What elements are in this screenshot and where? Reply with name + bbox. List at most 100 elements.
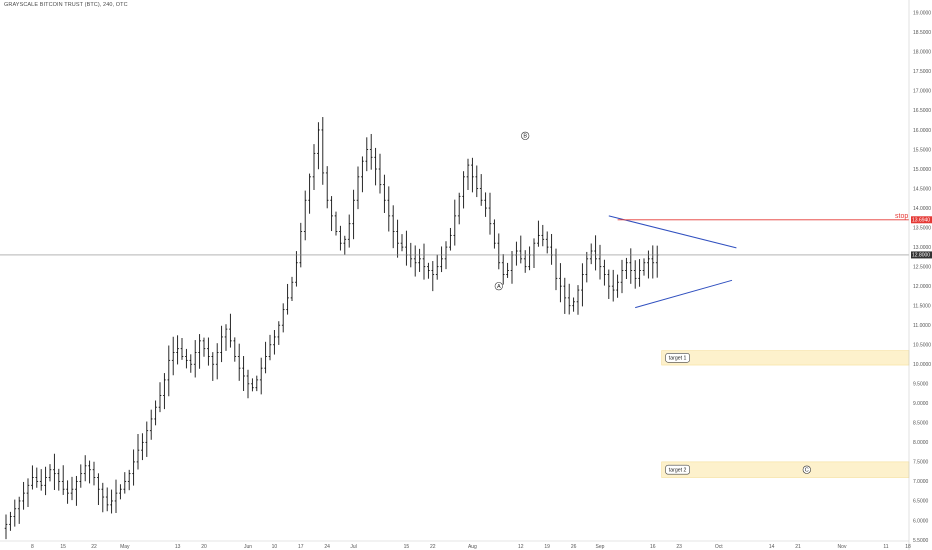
ohlc-bar [334,211,338,236]
ohlc-bar [589,243,593,265]
ohlc-bar [537,220,540,247]
y-tick-label: 6.5000 [913,499,929,505]
y-tick-label: 8.5000 [913,421,929,427]
ohlc-bar [167,345,171,397]
ohlc-bar [440,246,443,273]
ohlc-bar [642,258,646,276]
ohlc-bar [339,225,342,251]
ohlc-bar [519,235,523,264]
ohlc-bar [189,354,193,373]
ohlc-bar [638,259,641,287]
ohlc-bar [405,230,408,266]
stop-badge-bg [911,216,932,224]
ohlc-bar [317,122,320,170]
last-price-badge: 12.8000 [911,251,932,259]
ohlc-bar [457,192,461,225]
x-tick-label: 17 [298,544,304,550]
ohlc-bar [277,321,281,345]
x-tick-label: Nov [838,544,847,550]
y-tick-label: 14.5000 [913,186,931,192]
triangle-upper-line [608,215,737,249]
ohlc-bar [629,248,633,284]
ohlc-bar [17,496,21,524]
wave-marker [521,131,530,140]
ohlc-bar [501,254,505,285]
ohlc-bar [4,514,8,540]
target-zone [661,461,910,478]
ohlc-bar [44,466,47,496]
ohlc-bar [567,283,571,315]
ohlc-bar [633,260,637,289]
ohlc-bar [211,352,215,381]
ohlc-bar [123,472,127,494]
wave-marker [802,465,811,474]
ohlc-bar [361,156,364,193]
chart-title: GRAYSCALE BITCOIN TRUST (BTC), 240, OTC [4,2,128,8]
ohlc-bar [449,227,452,251]
x-tick-label: 15 [404,544,410,550]
ohlc-bar [268,334,272,361]
y-tick-label: 16.5000 [913,108,931,114]
ohlc-bar [431,261,435,292]
ohlc-bar [264,341,267,374]
ohlc-bar [515,241,518,266]
ohlc-bar [57,468,61,491]
ohlc-bar [598,244,602,280]
ohlc-bar [607,269,611,299]
ohlc-bar [281,303,285,333]
ohlc-bar [136,434,140,470]
y-tick-label: 16.0000 [913,128,931,134]
y-tick-label: 18.0000 [913,50,931,56]
ohlc-bar [321,117,325,185]
ohlc-bar [387,186,391,232]
stop-badge: 13.6940 [911,216,932,224]
triangle-lower-line [635,279,733,309]
ohlc-bar [369,133,373,170]
ohlc-bar [75,475,78,506]
ohlc-bar [149,409,153,440]
wave-label: A [497,284,501,290]
x-tick-label: 16 [650,544,656,550]
ohlc-bar [141,433,144,461]
ohlc-bar [374,147,377,186]
ohlc-bar [563,277,567,314]
ohlc-bar [286,283,289,315]
x-tick-label: 22 [430,544,436,550]
x-tick-label: 26 [571,544,577,550]
y-tick-label: 7.5000 [913,460,929,466]
ohlc-bar [180,337,184,360]
x-tick-label: 8 [31,544,34,550]
x-tick-label: 21 [795,544,801,550]
ohlc-bar [576,285,580,315]
ohlc-bar [523,250,527,273]
ohlc-bar [422,243,426,280]
ohlc-bar [145,421,149,457]
ohlc-bar [158,382,162,413]
ohlc-bar [488,192,492,235]
ohlc-bar [655,245,659,278]
ohlc-bar [396,219,399,258]
x-tick-label: Jun [244,544,252,550]
target-label-box [665,353,690,363]
y-tick-label: 17.5000 [913,69,931,75]
y-tick-label: 18.5000 [913,30,931,36]
ohlc-bar [110,489,113,514]
ohlc-bar [207,337,210,366]
ohlc-bar [427,262,430,279]
ohlc-bar [163,373,166,410]
y-tick-label: 15.0000 [913,167,931,173]
ohlc-bar [462,171,465,209]
y-tick-label: 8.0000 [913,440,929,446]
ohlc-bar [475,165,479,198]
wave-label: B [523,134,527,140]
y-tick-label: 6.0000 [913,518,929,524]
ohlc-bar [79,464,83,488]
ohlc-bar [259,357,263,395]
ohlc-bar [251,378,254,392]
y-tick-label: 11.0000 [913,323,931,329]
ohlc-bar [237,343,241,381]
ohlc-bar [61,465,65,495]
target-label-box [665,464,690,475]
y-tick-label: 11.5000 [913,303,931,309]
